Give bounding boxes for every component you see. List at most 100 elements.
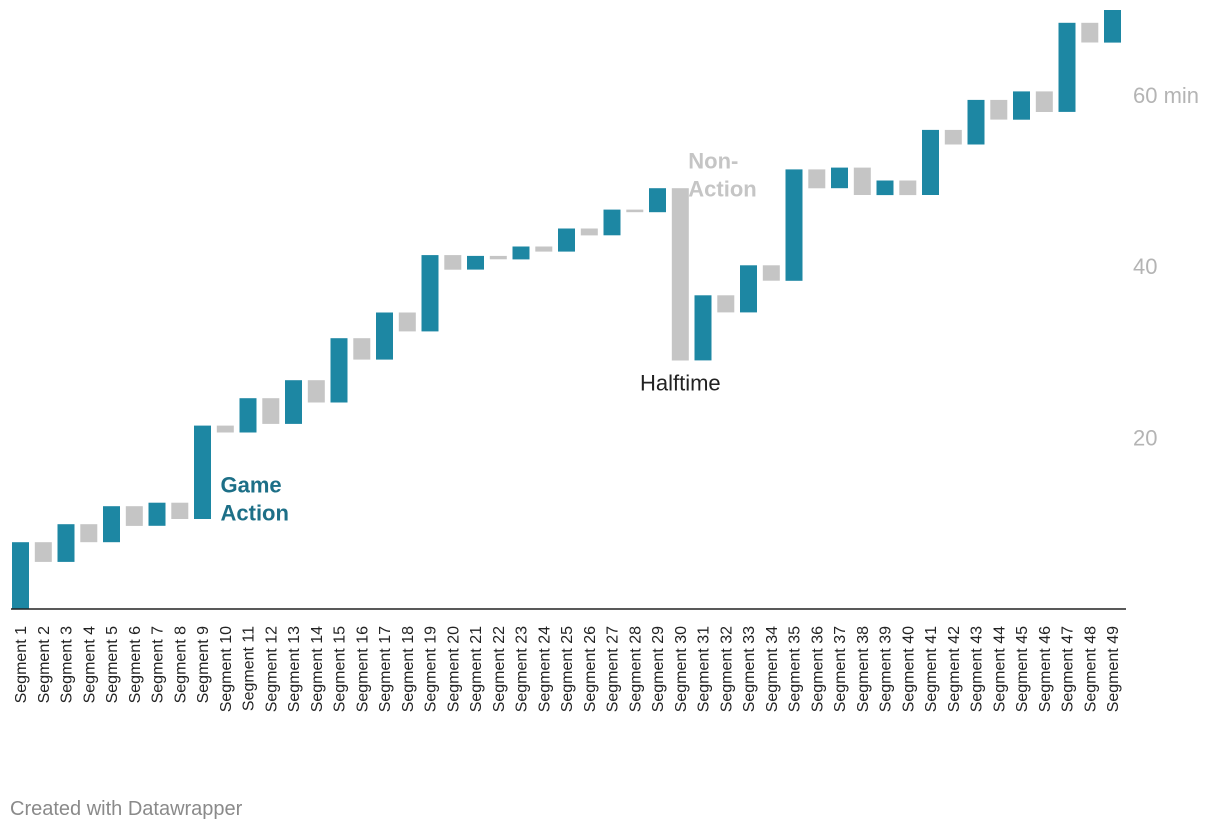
bar-segment-20 bbox=[444, 255, 462, 270]
x-category-label: Segment 31 bbox=[696, 626, 713, 712]
x-category-label: Segment 47 bbox=[1060, 626, 1077, 712]
bar-segment-4 bbox=[80, 524, 98, 543]
x-category-label: Segment 23 bbox=[514, 626, 531, 712]
x-category-label: Segment 10 bbox=[218, 626, 235, 712]
x-category-label: Segment 21 bbox=[468, 626, 485, 712]
bar-segment-33 bbox=[740, 265, 757, 313]
bar-segment-30 bbox=[671, 188, 689, 361]
x-category-label: Segment 18 bbox=[400, 626, 417, 712]
x-category-label: Segment 3 bbox=[59, 626, 76, 703]
x-category-label: Segment 28 bbox=[627, 626, 644, 712]
x-category-label: Segment 13 bbox=[286, 626, 303, 712]
x-category-label: Segment 16 bbox=[354, 626, 371, 712]
bar-segment-35 bbox=[785, 169, 803, 281]
x-category-label: Segment 15 bbox=[332, 626, 349, 712]
bar-segment-47 bbox=[1058, 22, 1076, 112]
x-category-label: Segment 37 bbox=[832, 626, 849, 712]
x-category-label: Segment 24 bbox=[536, 626, 553, 712]
x-category-label: Segment 5 bbox=[104, 626, 121, 703]
annotation-text: Action bbox=[221, 500, 289, 525]
y-tick-label: 40 bbox=[1133, 254, 1157, 279]
bar-segment-36 bbox=[808, 169, 826, 189]
x-category-label: Segment 45 bbox=[1014, 626, 1031, 712]
x-category-label: Segment 26 bbox=[582, 626, 599, 712]
bar-segment-21 bbox=[467, 255, 484, 270]
x-category-label: Segment 38 bbox=[855, 626, 872, 712]
bar-segment-24 bbox=[535, 246, 553, 252]
bar-segment-41 bbox=[922, 129, 939, 195]
bar-segment-37 bbox=[831, 167, 848, 189]
annotation-text: Action bbox=[688, 177, 756, 202]
bar-segment-42 bbox=[944, 129, 962, 145]
bar-segment-3 bbox=[57, 524, 75, 562]
x-category-label: Segment 8 bbox=[172, 626, 189, 703]
bar-segment-13 bbox=[285, 380, 302, 424]
x-category-label: Segment 11 bbox=[241, 626, 258, 711]
bar-segment-29 bbox=[649, 188, 666, 213]
x-category-label: Segment 35 bbox=[787, 626, 804, 712]
x-category-label: Segment 49 bbox=[1105, 626, 1122, 712]
x-category-label: Segment 27 bbox=[605, 626, 622, 712]
bar-segment-16 bbox=[353, 338, 371, 360]
x-category-label: Segment 48 bbox=[1082, 626, 1099, 712]
x-category-label: Segment 25 bbox=[559, 626, 576, 712]
annotation-text: Non- bbox=[688, 149, 738, 174]
bar-segment-34 bbox=[762, 265, 780, 281]
bar-segment-9 bbox=[194, 425, 211, 519]
bar-segment-19 bbox=[421, 255, 439, 332]
bar-segment-10 bbox=[216, 425, 234, 433]
bar-segment-48 bbox=[1081, 22, 1099, 43]
bar-segment-6 bbox=[125, 506, 143, 526]
bar-segment-26 bbox=[580, 228, 598, 236]
bar-segment-27 bbox=[603, 209, 621, 236]
bar-segment-43 bbox=[967, 99, 985, 145]
bar-segment-31 bbox=[694, 295, 712, 361]
x-category-label: Segment 30 bbox=[673, 626, 690, 712]
x-category-label: Segment 12 bbox=[263, 626, 280, 712]
x-category-label: Segment 39 bbox=[878, 626, 895, 712]
x-axis-labels: Segment 1 Segment 2 Segment 3 Segment 4 Segm… bbox=[13, 626, 1122, 712]
bar-segment-39 bbox=[876, 180, 894, 196]
bar-segment-46 bbox=[1035, 91, 1053, 112]
x-category-label: Segment 44 bbox=[991, 626, 1008, 712]
bar-segment-49 bbox=[1104, 10, 1121, 43]
x-category-label: Segment 2 bbox=[36, 626, 53, 703]
x-category-label: Segment 19 bbox=[423, 626, 440, 712]
bar-segment-1 bbox=[12, 542, 29, 609]
bar-segment-40 bbox=[899, 180, 917, 196]
x-category-label: Segment 41 bbox=[923, 626, 940, 712]
bar-segment-8 bbox=[171, 502, 189, 519]
x-category-label: Segment 9 bbox=[195, 626, 212, 703]
bar-segment-22 bbox=[489, 255, 507, 260]
x-category-label: Segment 4 bbox=[81, 626, 98, 703]
datawrapper-credit: Created with Datawrapper bbox=[10, 798, 243, 820]
annotation-text: Halftime bbox=[640, 371, 721, 396]
x-category-label: Segment 46 bbox=[1037, 626, 1054, 712]
bar-segment-11 bbox=[239, 398, 257, 433]
bar-segment-45 bbox=[1013, 91, 1030, 120]
x-category-label: Segment 33 bbox=[741, 626, 758, 712]
x-category-label: Segment 40 bbox=[900, 626, 917, 712]
x-category-label: Segment 22 bbox=[491, 626, 508, 712]
bar-segment-2 bbox=[34, 542, 52, 562]
x-category-label: Segment 43 bbox=[969, 626, 986, 712]
x-category-label: Segment 6 bbox=[127, 626, 144, 703]
annotations-layer: Game Action Non- Action Halftime bbox=[221, 149, 757, 526]
bar-segment-15 bbox=[330, 338, 348, 403]
annotation-text: Game bbox=[221, 472, 282, 497]
bar-segment-5 bbox=[103, 506, 120, 543]
bar-segment-23 bbox=[512, 246, 530, 260]
x-category-label: Segment 17 bbox=[377, 626, 394, 712]
bar-segment-18 bbox=[398, 312, 416, 332]
x-category-label: Segment 14 bbox=[309, 626, 326, 712]
bar-segment-7 bbox=[148, 502, 166, 526]
x-category-label: Segment 7 bbox=[150, 626, 167, 703]
x-category-label: Segment 42 bbox=[946, 626, 963, 712]
x-category-label: Segment 29 bbox=[650, 626, 667, 712]
y-axis-ticks: 20 40 60 min bbox=[1133, 83, 1199, 451]
bar-segment-28 bbox=[626, 209, 644, 213]
x-category-label: Segment 36 bbox=[809, 626, 826, 712]
x-category-label: Segment 32 bbox=[718, 626, 735, 712]
bar-segment-25 bbox=[558, 228, 575, 252]
